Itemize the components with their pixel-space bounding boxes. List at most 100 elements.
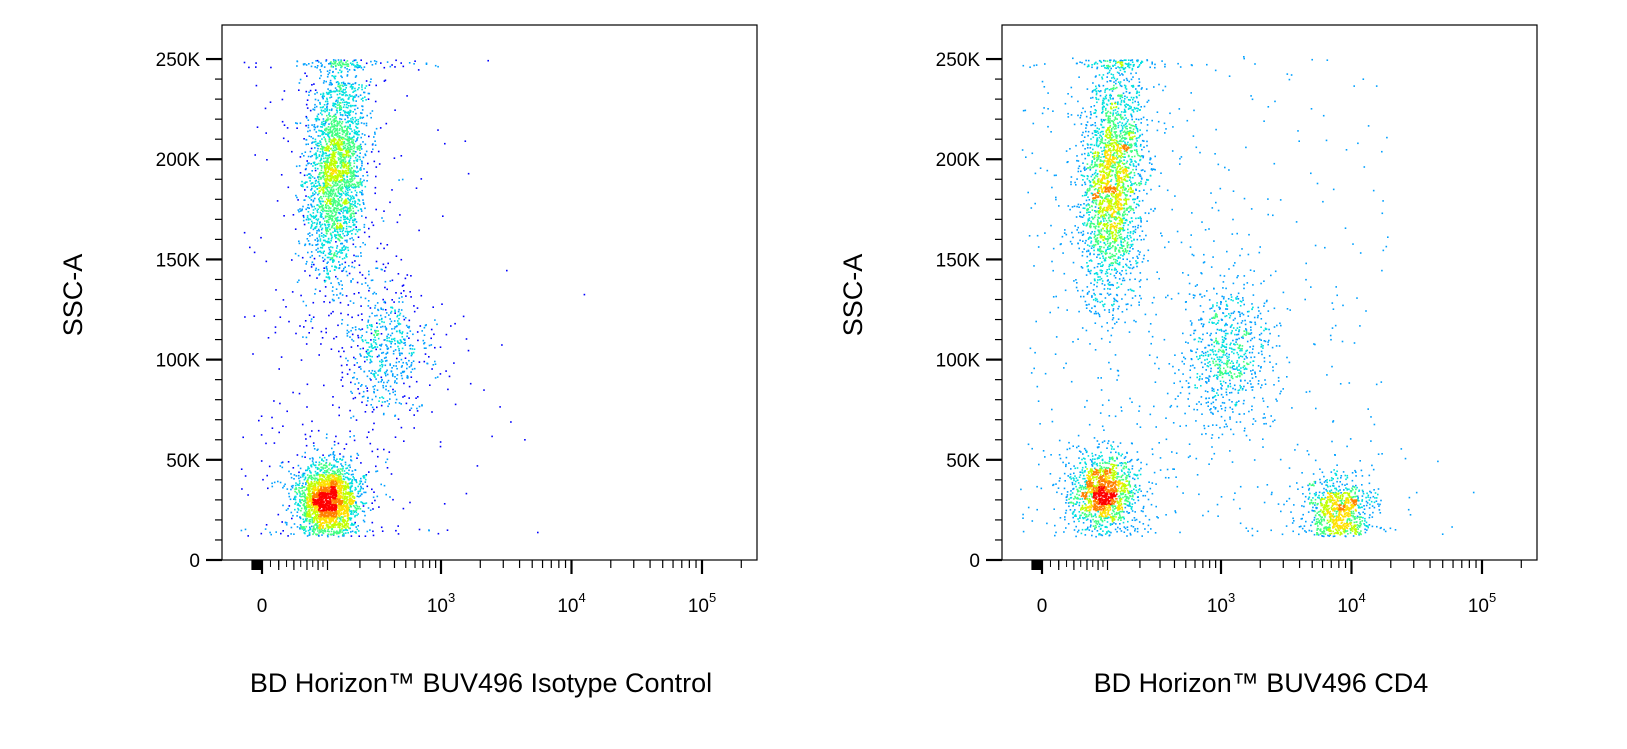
event-dot xyxy=(325,327,327,330)
event-dot xyxy=(362,390,365,393)
event-dot xyxy=(356,127,358,129)
event-dot xyxy=(325,479,328,481)
event-dot xyxy=(323,244,326,246)
event-dot xyxy=(345,246,347,248)
event-dot xyxy=(347,142,349,145)
event-dot xyxy=(344,118,346,121)
event-dot xyxy=(327,171,329,173)
event-dot xyxy=(304,496,306,499)
event-dot xyxy=(316,115,319,117)
event-dot xyxy=(317,228,320,231)
event-dot xyxy=(309,435,312,438)
event-dot xyxy=(322,185,325,188)
event-dot xyxy=(354,233,357,235)
event-dot xyxy=(333,131,336,133)
event-dot xyxy=(375,208,377,211)
event-dot xyxy=(307,468,309,470)
event-dot xyxy=(306,181,308,183)
event-dot xyxy=(340,219,342,222)
event-dot xyxy=(340,487,342,490)
event-dot xyxy=(357,454,360,456)
event-dot xyxy=(330,312,332,315)
event-dot xyxy=(390,312,392,314)
event-dot xyxy=(348,127,351,130)
event-dot xyxy=(351,95,353,97)
event-dot xyxy=(391,189,393,191)
event-dot xyxy=(418,229,420,232)
event-dot xyxy=(414,60,416,62)
event-dot xyxy=(343,512,346,515)
event-dot xyxy=(353,152,356,155)
event-dot xyxy=(343,249,345,251)
event-dot xyxy=(339,236,342,238)
event-dot xyxy=(352,221,354,223)
event-dot xyxy=(334,75,337,78)
event-dot xyxy=(327,200,329,202)
event-dot xyxy=(369,529,371,531)
event-dot xyxy=(374,499,376,502)
event-dot xyxy=(342,91,344,93)
event-dot xyxy=(375,470,377,473)
event-dot xyxy=(333,195,336,197)
event-dot xyxy=(316,230,318,232)
event-dot xyxy=(394,309,396,311)
event-dot xyxy=(334,182,337,185)
event-dot xyxy=(343,131,345,134)
event-dot xyxy=(331,524,333,527)
event-dot xyxy=(307,126,310,129)
event-dot xyxy=(243,231,246,234)
event-dot xyxy=(343,497,346,499)
event-dot xyxy=(240,529,243,532)
event-dot xyxy=(313,519,316,522)
event-dot xyxy=(301,183,304,186)
event-dot xyxy=(361,384,363,386)
event-dot xyxy=(394,312,396,314)
event-dot xyxy=(240,468,243,470)
event-dot xyxy=(336,489,339,492)
event-dot xyxy=(357,513,359,515)
event-dot xyxy=(308,532,311,535)
event-dot xyxy=(301,495,304,498)
event-dot xyxy=(287,535,289,537)
event-dot xyxy=(372,534,375,537)
event-dot xyxy=(362,201,365,204)
event-dot xyxy=(326,210,328,212)
event-dot xyxy=(385,353,387,355)
event-dot xyxy=(304,494,306,496)
event-dot xyxy=(295,482,297,484)
event-dot xyxy=(341,249,344,251)
event-dot xyxy=(320,188,323,190)
event-dot xyxy=(337,492,340,494)
event-dot xyxy=(347,478,350,481)
event-dot xyxy=(350,485,352,487)
event-dot xyxy=(341,288,343,290)
event-dot xyxy=(338,524,340,526)
event-dot xyxy=(323,184,325,187)
event-dot xyxy=(325,480,327,483)
event-dot xyxy=(318,178,320,181)
event-dot xyxy=(328,146,330,148)
event-dot xyxy=(317,488,320,490)
event-dot xyxy=(338,129,341,132)
event-dot xyxy=(371,110,374,112)
event-dot xyxy=(410,365,412,367)
event-dot xyxy=(337,513,339,515)
event-dot xyxy=(336,247,338,249)
event-dot xyxy=(329,215,332,217)
event-dot xyxy=(324,108,326,110)
event-dot xyxy=(307,488,309,490)
event-dot xyxy=(345,134,347,136)
event-dot xyxy=(332,70,334,73)
event-dot xyxy=(347,464,350,467)
event-dot xyxy=(355,509,358,512)
event-dot xyxy=(308,243,311,246)
event-dot xyxy=(315,509,318,512)
event-dot xyxy=(346,68,348,70)
event-dot xyxy=(351,219,354,221)
event-dot xyxy=(366,400,369,402)
event-dot xyxy=(319,521,321,523)
event-dot xyxy=(310,227,312,229)
event-dot xyxy=(315,185,318,187)
event-dot xyxy=(336,124,339,126)
